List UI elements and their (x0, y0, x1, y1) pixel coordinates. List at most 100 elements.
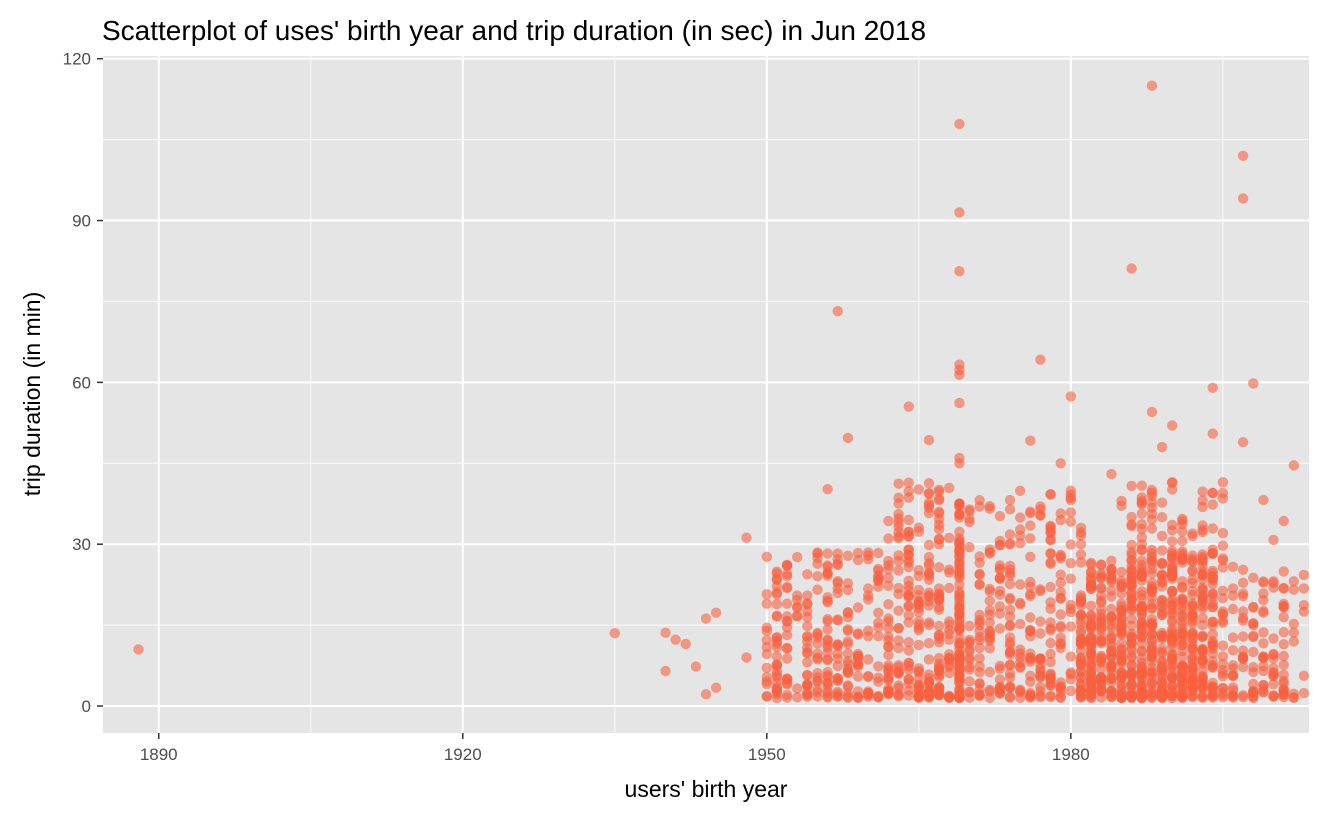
scatter-point (1096, 679, 1107, 691)
scatter-point (1237, 690, 1249, 701)
scatter-point (1146, 598, 1158, 609)
scatter-point (883, 635, 894, 646)
scatter-point (1126, 587, 1137, 598)
scatter-point (1146, 551, 1158, 563)
scatter-point (1268, 534, 1279, 546)
scatter-point (1004, 504, 1016, 515)
scatter-point (964, 676, 975, 687)
major-gridlines (103, 56, 1309, 733)
scatter-point (842, 681, 854, 692)
scatter-point (863, 547, 874, 558)
scatter-point (781, 598, 793, 609)
scatter-point (1197, 495, 1208, 506)
y-tick-label: 30 (72, 535, 91, 554)
scatter-point (1167, 553, 1178, 564)
scatter-point (944, 667, 955, 679)
scatter-point (933, 495, 945, 506)
scatter-point (1015, 524, 1026, 535)
scatter-point (1136, 653, 1148, 664)
scatter-point (1146, 671, 1158, 683)
scatter-point (954, 652, 965, 663)
scatter-point (1248, 686, 1259, 698)
scatter-point (883, 580, 894, 591)
scatter-point (1197, 655, 1208, 667)
scatter-point (1065, 507, 1077, 518)
scatter-point (822, 560, 833, 571)
scatter-point (1136, 603, 1148, 614)
scatter-point (974, 557, 985, 568)
scatter-point (974, 667, 985, 678)
y-tick-label: 120 (63, 50, 91, 69)
scatter-point (1237, 577, 1249, 588)
x-tick-label: 1920 (444, 745, 482, 764)
scatter-point (771, 651, 783, 662)
scatter-point (903, 690, 914, 701)
scatter-point (873, 631, 884, 642)
scatter-point (1177, 651, 1188, 663)
scatter-point (903, 657, 914, 668)
scatter-point (1136, 519, 1148, 530)
scatter-point (954, 692, 965, 704)
scatter-point (873, 622, 884, 633)
scatter-point (964, 542, 975, 553)
scatter-point (974, 678, 985, 689)
scatter-point (923, 499, 935, 511)
scatter-point (1106, 611, 1117, 622)
scatter-point (1004, 539, 1016, 550)
scatter-point (1106, 672, 1117, 684)
scatter-point (1217, 585, 1229, 596)
scatter-point (1197, 646, 1208, 657)
scatter-point (893, 623, 904, 634)
scatter-point (984, 544, 995, 555)
scatter-point (761, 598, 772, 609)
scatter-point (1106, 620, 1117, 631)
scatter-point (1096, 652, 1107, 663)
scatter-point (903, 530, 914, 542)
scatter-point (1187, 585, 1198, 597)
scatter-point (903, 401, 914, 412)
scatter-point (1278, 688, 1289, 699)
scatter-point (1126, 637, 1137, 649)
scatter-point (852, 629, 864, 640)
scatter-point (700, 689, 712, 700)
scatter-point (1197, 683, 1208, 695)
scatter-point (802, 598, 813, 609)
scatter-point (933, 506, 945, 517)
scatter-point (1278, 659, 1289, 671)
scatter-point (903, 617, 914, 628)
scatter-point (1217, 683, 1229, 694)
scatter-point (1167, 477, 1178, 488)
scatter-point (954, 397, 965, 409)
scatter-point (1004, 659, 1016, 671)
scatter-point (1167, 681, 1178, 692)
scatter-point (1106, 686, 1117, 697)
scatter-point (1227, 603, 1239, 615)
scatter-point (1156, 660, 1168, 672)
scatter-point (913, 526, 924, 537)
scatter-point (1045, 691, 1056, 703)
scatter-point (771, 598, 783, 610)
scatter-point (802, 590, 813, 601)
scatter-point (1248, 618, 1259, 629)
scatter-point (842, 550, 854, 561)
scatter-point (761, 662, 772, 673)
scatter-point (883, 564, 894, 575)
scatter-point (1207, 655, 1218, 667)
scatter-point (1278, 566, 1289, 577)
scatter-point (994, 660, 1006, 672)
scatter-point (1085, 682, 1097, 693)
scatter-point (933, 562, 945, 573)
scatter-point (710, 607, 722, 618)
scatter-point (792, 602, 803, 613)
scatter-point (1187, 566, 1198, 577)
scatter-point (771, 581, 783, 592)
scatter-point (974, 568, 985, 580)
scatter-point (1207, 598, 1218, 609)
scatter-point (852, 686, 864, 697)
scatter-point (883, 533, 894, 544)
scatter-point (1227, 670, 1239, 682)
scatter-point (1055, 514, 1066, 526)
scatter-point (1187, 676, 1198, 687)
scatter-point (863, 590, 874, 601)
